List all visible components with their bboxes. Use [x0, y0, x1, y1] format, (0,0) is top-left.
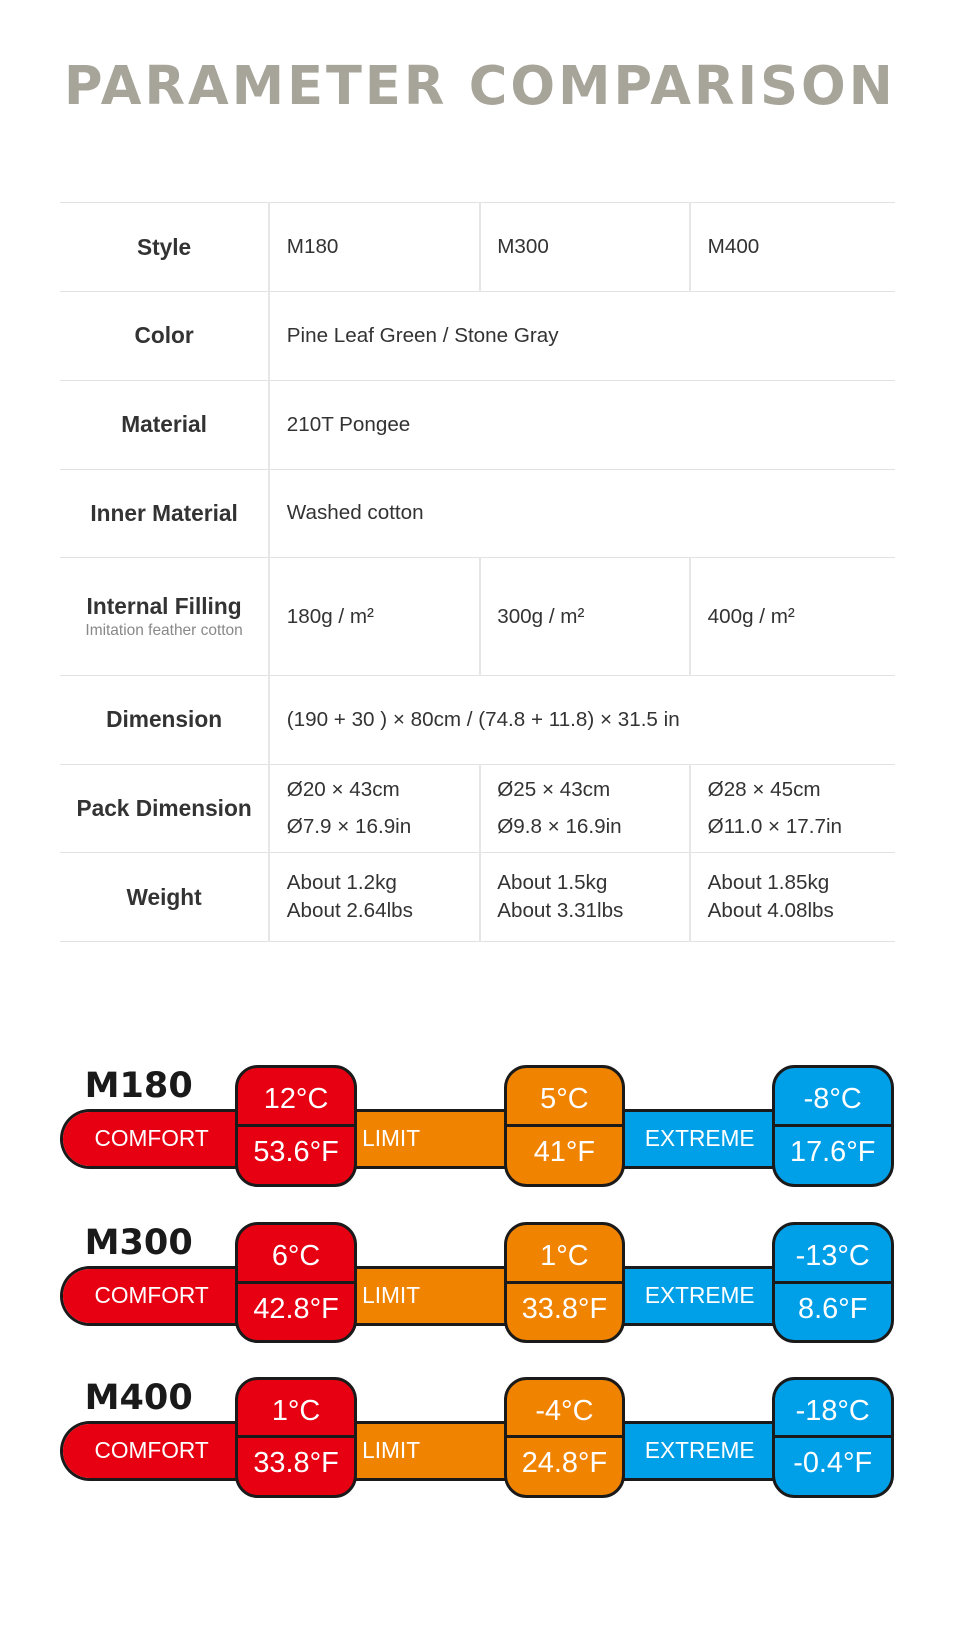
cell: 400g / m² [689, 557, 895, 676]
model-name: M180 [84, 1065, 193, 1107]
table-row-inner-material: Inner Material Washed cotton [59, 468, 895, 559]
extreme-celsius: -18°C [774, 1380, 891, 1439]
extreme-temp-box: -8°C 17.6°F [771, 1065, 894, 1187]
row-sublabel: Imitation feather cotton [85, 622, 243, 640]
row-label: Inner Material [59, 468, 270, 559]
extreme-temp-box: -13°C 8.6°F [771, 1221, 894, 1344]
limit-fahrenheit: 24.8°F [521, 1447, 608, 1480]
row-label: Pack Dimension [59, 763, 270, 854]
comfort-temp-box: 6°C 42.8°F [235, 1221, 357, 1344]
comfort-celsius: 6°C [238, 1225, 354, 1284]
extreme-temp-box: -18°C -0.4°F [771, 1376, 894, 1499]
comfort-celsius: 12°C [238, 1068, 354, 1127]
cell: Pine Leaf Green / Stone Gray [268, 291, 895, 381]
cell: M180 [268, 202, 480, 293]
limit-temp-box: -4°C 24.8°F [503, 1376, 626, 1499]
cell: (190 + 30 ) × 80cm / (74.8 + 11.8) × 31.… [268, 674, 895, 765]
row-label: Style [59, 202, 270, 293]
rating-bar: COMFORT LIMIT EXTREME [59, 1266, 827, 1326]
comfort-fahrenheit: 53.6°F [253, 1135, 339, 1168]
page-title: PARAMETER COMPARISON [63, 53, 896, 117]
comfort-celsius: 1°C [238, 1380, 354, 1439]
rating-bar: COMFORT LIMIT EXTREME [59, 1421, 827, 1481]
limit-fahrenheit: 41°F [533, 1135, 596, 1168]
row-label: Internal Filling Imitation feather cotton [59, 557, 270, 676]
cell-line: Ø25 × 43cm [497, 778, 611, 802]
rating-row-m180: M180 COMFORT LIMIT EXTREME 12°C 53.6°F 5°C 41°F… [0, 1065, 960, 1189]
cell-line: About 1.5kg [497, 871, 608, 895]
cell: 210T Pongee [268, 379, 895, 470]
comfort-segment: COMFORT [62, 1269, 241, 1323]
model-name: M400 [84, 1376, 193, 1418]
extreme-celsius: -8°C [774, 1068, 891, 1127]
limit-fahrenheit: 33.8°F [521, 1292, 608, 1325]
cell-line: About 1.85kg [707, 871, 830, 895]
cell-line: Ø20 × 43cm [286, 778, 400, 802]
cell: Ø20 × 43cm Ø7.9 × 16.9in [268, 763, 480, 854]
table-row-pack-dimension: Pack Dimension Ø20 × 43cm Ø7.9 × 16.9in Ø… [59, 763, 895, 854]
comfort-temp-box: 1°C 33.8°F [235, 1376, 357, 1499]
extreme-fahrenheit: -0.4°F [793, 1447, 873, 1480]
extreme-fahrenheit: 8.6°F [798, 1292, 868, 1325]
limit-celsius: 5°C [506, 1068, 623, 1127]
extreme-fahrenheit: 17.6°F [790, 1135, 876, 1168]
cell: About 1.5kg About 3.31lbs [478, 852, 691, 943]
cell: M400 [689, 202, 895, 293]
cell: About 1.85kg About 4.08lbs [689, 852, 895, 943]
cell: Ø25 × 43cm Ø9.8 × 16.9in [478, 763, 691, 854]
row-label-text: Internal Filling [86, 593, 242, 620]
cell: 180g / m² [268, 557, 480, 676]
row-label: Weight [59, 852, 270, 943]
cell: 300g / m² [478, 557, 691, 676]
comfort-segment: COMFORT [62, 1424, 241, 1478]
row-label: Dimension [59, 674, 270, 765]
table-row-material: Material 210T Pongee [59, 379, 895, 470]
limit-temp-box: 1°C 33.8°F [503, 1221, 626, 1344]
cell-line: Ø28 × 45cm [707, 778, 821, 802]
cell: Ø28 × 45cm Ø11.0 × 17.7in [689, 763, 895, 854]
model-name: M300 [84, 1221, 193, 1263]
cell-line: Ø11.0 × 17.7in [707, 814, 843, 838]
rating-row-m300: M300 COMFORT LIMIT EXTREME 6°C 42.8°F 1°C 33.8°… [0, 1221, 960, 1346]
cell-line: Ø7.9 × 16.9in [286, 814, 412, 838]
extreme-celsius: -13°C [774, 1225, 891, 1284]
cell-line: About 2.64lbs [286, 899, 413, 923]
cell-line: Ø9.8 × 16.9in [497, 814, 622, 838]
row-label: Color [59, 291, 270, 381]
rating-row-m400: M400 COMFORT LIMIT EXTREME 1°C 33.8°F -4°C 24.8… [0, 1376, 960, 1501]
comfort-temp-box: 12°C 53.6°F [235, 1065, 357, 1187]
cell-line: About 1.2kg [286, 871, 397, 895]
table-row-dimension: Dimension (190 + 30 ) × 80cm / (74.8 + 1… [59, 674, 895, 765]
rating-bar: COMFORT LIMIT EXTREME [59, 1109, 827, 1170]
cell-line: About 3.31lbs [497, 899, 624, 923]
cell: M300 [478, 202, 691, 293]
table-row-color: Color Pine Leaf Green / Stone Gray [59, 291, 895, 381]
cell-line: About 4.08lbs [707, 899, 834, 923]
comfort-fahrenheit: 33.8°F [253, 1447, 339, 1480]
table-row-style: Style M180 M300 M400 [59, 202, 895, 293]
cell: Washed cotton [268, 468, 895, 559]
limit-temp-box: 5°C 41°F [503, 1065, 626, 1187]
comfort-segment: COMFORT [62, 1112, 241, 1167]
table-row-weight: Weight About 1.2kg About 2.64lbs About 1.… [59, 852, 895, 943]
limit-celsius: -4°C [506, 1380, 623, 1439]
comfort-fahrenheit: 42.8°F [253, 1292, 339, 1325]
limit-celsius: 1°C [506, 1225, 623, 1284]
parameter-table: Style M180 M300 M400 Color Pine Leaf Gre… [59, 202, 895, 943]
table-row-filling: Internal Filling Imitation feather cotton… [59, 557, 895, 676]
row-label: Material [59, 379, 270, 470]
cell: About 1.2kg About 2.64lbs [268, 852, 480, 943]
